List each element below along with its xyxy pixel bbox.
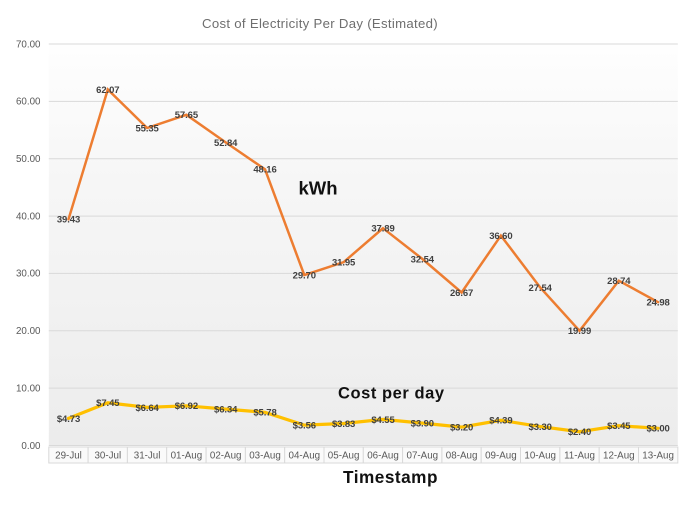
svg-text:$4.55: $4.55 bbox=[371, 415, 395, 426]
svg-text:$5.78: $5.78 bbox=[253, 408, 276, 419]
svg-text:$7.45: $7.45 bbox=[96, 398, 120, 409]
svg-text:48.16: 48.16 bbox=[253, 165, 276, 176]
svg-text:$3.90: $3.90 bbox=[411, 419, 434, 430]
svg-text:$2.40: $2.40 bbox=[568, 427, 591, 438]
svg-text:06-Aug: 06-Aug bbox=[367, 451, 399, 462]
svg-text:30.00: 30.00 bbox=[16, 269, 41, 280]
svg-text:11-Aug: 11-Aug bbox=[564, 451, 595, 462]
svg-text:36.60: 36.60 bbox=[489, 231, 512, 242]
svg-text:$3.20: $3.20 bbox=[450, 423, 473, 434]
svg-text:$3.00: $3.00 bbox=[646, 424, 669, 435]
svg-text:12-Aug: 12-Aug bbox=[603, 451, 635, 462]
svg-text:27.54: 27.54 bbox=[529, 283, 553, 294]
svg-text:10-Aug: 10-Aug bbox=[524, 451, 556, 462]
svg-text:29.70: 29.70 bbox=[293, 271, 316, 282]
svg-text:31.95: 31.95 bbox=[332, 258, 356, 269]
svg-text:05-Aug: 05-Aug bbox=[328, 451, 360, 462]
svg-text:29-Jul: 29-Jul bbox=[55, 451, 82, 462]
svg-text:0.00: 0.00 bbox=[21, 441, 41, 452]
svg-text:$3.83: $3.83 bbox=[332, 419, 355, 430]
svg-text:24.98: 24.98 bbox=[646, 298, 669, 309]
svg-text:31-Jul: 31-Jul bbox=[134, 451, 161, 462]
svg-text:$6.34: $6.34 bbox=[214, 405, 238, 416]
svg-text:01-Aug: 01-Aug bbox=[171, 451, 203, 462]
svg-text:30-Jul: 30-Jul bbox=[94, 451, 121, 462]
svg-text:04-Aug: 04-Aug bbox=[289, 451, 321, 462]
svg-text:$3.45: $3.45 bbox=[607, 421, 631, 432]
svg-text:55.35: 55.35 bbox=[135, 123, 159, 134]
svg-text:09-Aug: 09-Aug bbox=[485, 451, 517, 462]
svg-text:60.00: 60.00 bbox=[16, 97, 41, 108]
svg-text:10.00: 10.00 bbox=[16, 383, 41, 394]
svg-text:$4.73: $4.73 bbox=[57, 414, 80, 425]
svg-text:07-Aug: 07-Aug bbox=[407, 451, 439, 462]
svg-text:$6.92: $6.92 bbox=[175, 401, 198, 412]
svg-text:28.74: 28.74 bbox=[607, 276, 631, 287]
svg-text:19.99: 19.99 bbox=[568, 326, 591, 337]
svg-text:02-Aug: 02-Aug bbox=[210, 451, 242, 462]
svg-text:40.00: 40.00 bbox=[16, 211, 41, 222]
svg-text:70.00: 70.00 bbox=[16, 39, 41, 50]
svg-text:32.54: 32.54 bbox=[411, 254, 435, 265]
svg-text:Cost per day: Cost per day bbox=[338, 385, 445, 403]
svg-text:57.65: 57.65 bbox=[175, 110, 199, 121]
svg-text:Cost of Electricity Per Day (E: Cost of Electricity Per Day (Estimated) bbox=[202, 16, 438, 31]
svg-text:03-Aug: 03-Aug bbox=[249, 451, 281, 462]
svg-text:$4.39: $4.39 bbox=[489, 416, 512, 427]
svg-text:$6.64: $6.64 bbox=[135, 403, 159, 414]
svg-text:62.07: 62.07 bbox=[96, 85, 119, 96]
svg-text:$3.30: $3.30 bbox=[529, 422, 552, 433]
svg-text:26.67: 26.67 bbox=[450, 288, 473, 299]
svg-text:08-Aug: 08-Aug bbox=[446, 451, 478, 462]
svg-text:kWh: kWh bbox=[298, 178, 337, 199]
svg-text:52.84: 52.84 bbox=[214, 138, 238, 149]
svg-text:39.43: 39.43 bbox=[57, 215, 80, 226]
svg-text:20.00: 20.00 bbox=[16, 326, 41, 337]
svg-text:37.89: 37.89 bbox=[371, 224, 394, 235]
svg-text:13-Aug: 13-Aug bbox=[642, 451, 674, 462]
svg-text:$3.56: $3.56 bbox=[293, 421, 316, 432]
svg-text:50.00: 50.00 bbox=[16, 154, 41, 165]
svg-text:Timestamp: Timestamp bbox=[343, 467, 438, 487]
